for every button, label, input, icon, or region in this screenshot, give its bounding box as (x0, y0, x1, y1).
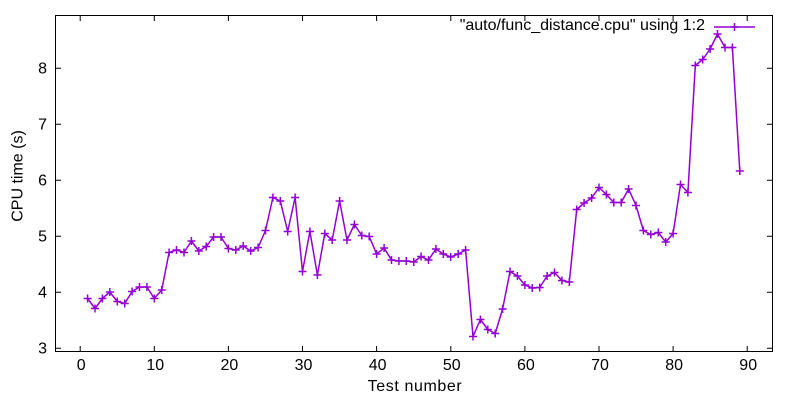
svg-text:10: 10 (146, 357, 164, 374)
svg-text:20: 20 (221, 357, 239, 374)
svg-text:70: 70 (591, 357, 609, 374)
svg-text:30: 30 (295, 357, 313, 374)
svg-text:CPU time (s): CPU time (s) (10, 130, 27, 222)
svg-text:0: 0 (77, 357, 86, 374)
svg-text:4: 4 (38, 284, 47, 301)
svg-text:"auto/func_distance.cpu" using: "auto/func_distance.cpu" using 1:2 (460, 17, 705, 34)
svg-text:Test number: Test number (368, 378, 463, 395)
svg-text:50: 50 (443, 357, 461, 374)
svg-text:80: 80 (665, 357, 683, 374)
svg-text:5: 5 (38, 228, 47, 245)
svg-text:3: 3 (38, 340, 47, 357)
svg-text:40: 40 (369, 357, 387, 374)
svg-text:7: 7 (38, 116, 47, 133)
svg-text:6: 6 (38, 172, 47, 189)
svg-text:90: 90 (739, 357, 757, 374)
svg-text:8: 8 (38, 60, 47, 77)
svg-text:60: 60 (517, 357, 535, 374)
